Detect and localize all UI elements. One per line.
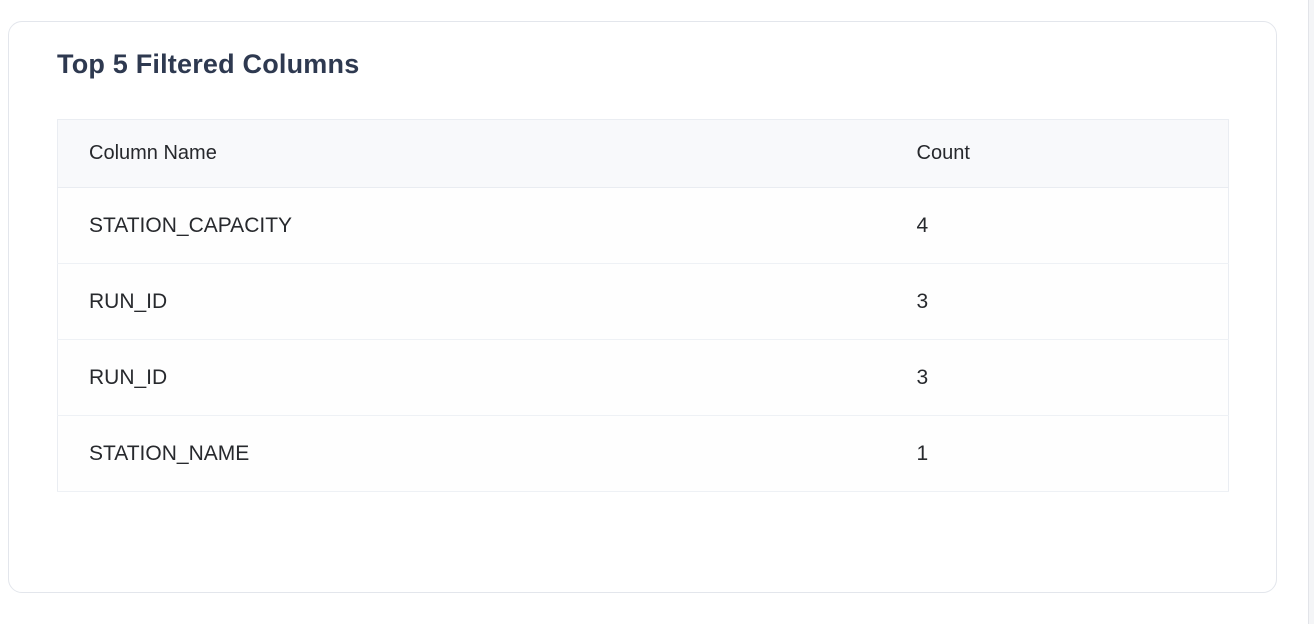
table-row: RUN_ID 3 bbox=[57, 263, 1229, 340]
cell-count: 3 bbox=[916, 289, 929, 313]
table-row: STATION_CAPACITY 4 bbox=[57, 187, 1229, 264]
table-header-row: Column Name Count bbox=[57, 119, 1229, 188]
cell-count: 4 bbox=[916, 213, 929, 237]
cell-column-name: RUN_ID bbox=[89, 289, 168, 313]
column-header-count: Count bbox=[916, 142, 970, 164]
card-title: Top 5 Filtered Columns bbox=[57, 49, 360, 79]
top-filtered-columns-card: Top 5 Filtered Columns Column Name Count… bbox=[8, 21, 1277, 593]
adjacent-panel-edge bbox=[1308, 0, 1314, 624]
cell-column-name: STATION_CAPACITY bbox=[89, 213, 293, 237]
table-row: RUN_ID 3 bbox=[57, 339, 1229, 416]
cell-column-name: RUN_ID bbox=[89, 365, 168, 389]
filtered-columns-table: Column Name Count STATION_CAPACITY 4 RUN… bbox=[57, 119, 1229, 492]
cell-column-name: STATION_NAME bbox=[89, 441, 250, 465]
table-row: STATION_NAME 1 bbox=[57, 415, 1229, 492]
cell-count: 3 bbox=[916, 365, 929, 389]
cell-count: 1 bbox=[916, 441, 929, 465]
column-header-column-name: Column Name bbox=[89, 142, 217, 164]
